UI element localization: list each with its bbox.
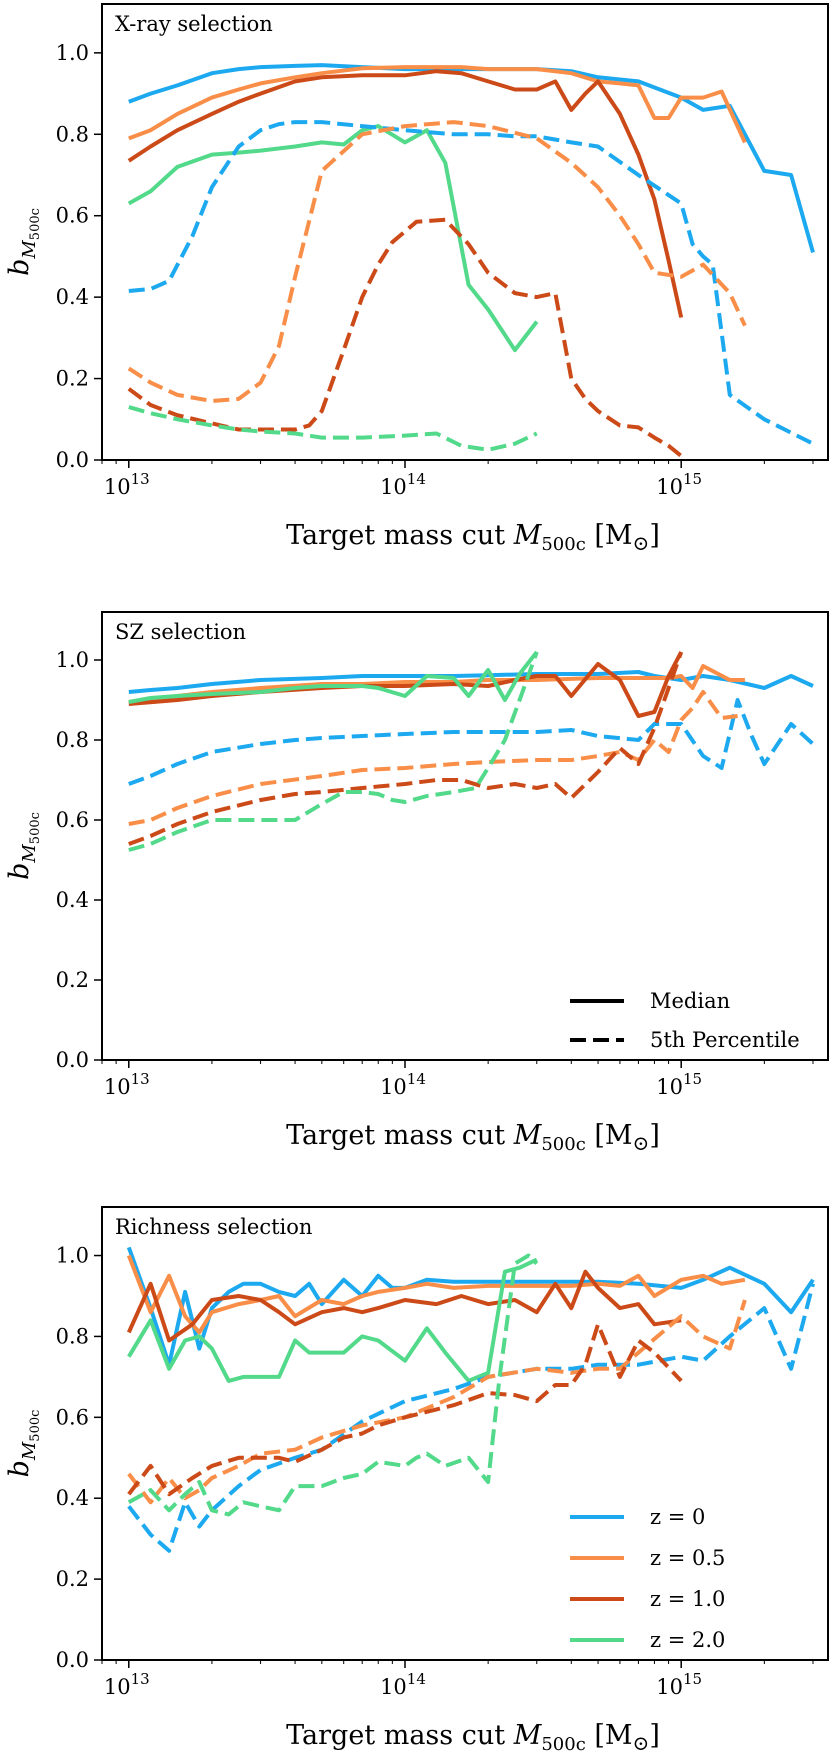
y-tick-label: 0.6 [56,204,89,228]
series-line-z10-p5 [127,1322,683,1497]
series-line-z10-median [127,69,684,318]
panel-title: Richness selection [115,1215,312,1239]
x-tick-label: 1014 [380,1670,426,1699]
y-tick-label: 0.0 [56,448,89,472]
legend-label: z = 0 [650,1505,705,1529]
panel-title: X-ray selection [115,12,273,36]
y-tick-label: 0.2 [56,968,89,992]
x-tick-label: 1013 [104,1670,150,1699]
series-line-z20-median [127,1257,538,1383]
panel-2: 0.0 0.2 0.4 0.6 0.8 1.0 1013 1014 1015 SZ selecti… [4,611,829,1155]
x-axis-label: Target mass cut M500c [M⊙] [286,520,660,555]
x-tick-label: 1015 [656,1670,702,1699]
y-tick-label: 1.0 [56,648,89,672]
x-tick-label: 1015 [656,470,702,499]
series-line-z05-median [128,65,747,144]
series-group [126,1246,815,1553]
series-line-z05-p5 [127,120,747,403]
legend: Median 5th Percentile [570,989,800,1052]
y-tick-label: 0.6 [56,808,89,832]
y-tick-label: 0.4 [56,1486,89,1510]
x-tick-label: 1013 [104,1070,150,1099]
legend: z = 0 z = 0.5 z = 1.0 z = 2.0 [570,1505,725,1652]
legend-label: Median [650,989,730,1013]
series-line-z20-p5 [127,1253,539,1517]
y-tick-label: 0.2 [56,1567,89,1591]
y-tick-label: 1.0 [56,41,89,65]
series-line-z20-median [127,124,539,353]
series-line-z0-p5 [127,1283,815,1553]
series-line-z0-p5 [128,698,815,786]
series-line-z05-p5 [128,690,738,826]
x-tick-label: 1015 [656,1070,702,1099]
y-tick-label: 0.0 [56,1048,89,1072]
panel-title: SZ selection [115,620,246,644]
series-line-z05-median [126,1254,746,1335]
y-axis-label: bM500c [4,812,43,880]
series-line-z10-p5 [127,217,683,458]
x-tick-label: 1013 [104,470,150,499]
series-line-z20-median [128,650,539,704]
y-tick-label: 0.4 [56,285,89,309]
series-line-z10-median [126,1269,682,1343]
panel-1: 0.0 0.2 0.4 0.6 0.8 1.0 1013 1014 1015 X-ray sele… [4,3,829,555]
plot-frame [101,3,829,461]
panel-3: 0.0 0.2 0.4 0.6 0.8 1.0 1013 1014 1015 Richness s… [4,1206,829,1751]
legend-label: 5th Percentile [650,1028,800,1052]
y-axis-label: bM500c [4,1410,43,1478]
x-tick-label: 1014 [380,470,426,499]
x-tick-label: 1014 [380,1070,426,1099]
series-group [127,63,815,458]
legend-label: z = 1.0 [650,1587,725,1611]
x-axis-label: Target mass cut M500c [M⊙] [286,1720,660,1751]
series-line-z0-median [126,1246,815,1367]
y-tick-label: 0.8 [56,1324,89,1348]
series-line-z20-p5 [128,405,538,452]
y-tick-label: 0.6 [56,1405,89,1429]
plot-frame [101,611,829,1061]
y-tick-label: 0.2 [56,367,89,391]
series-line-z0-p5 [128,120,814,446]
legend-label: z = 2.0 [650,1628,725,1652]
series-line-z20-p5 [128,651,539,852]
series-line-z10-p5 [128,651,684,846]
plot-frame [101,1206,829,1661]
y-axis-label: bM500c [4,208,43,276]
series-group [128,650,815,852]
series-line-z05-p5 [127,1299,747,1505]
y-tick-label: 0.0 [56,1648,89,1672]
x-axis-label: Target mass cut M500c [M⊙] [286,1120,660,1155]
y-tick-label: 1.0 [56,1244,89,1268]
y-tick-label: 0.8 [56,122,89,146]
legend-label: z = 0.5 [650,1546,725,1570]
y-tick-label: 0.4 [56,888,89,912]
y-tick-label: 0.8 [56,728,89,752]
